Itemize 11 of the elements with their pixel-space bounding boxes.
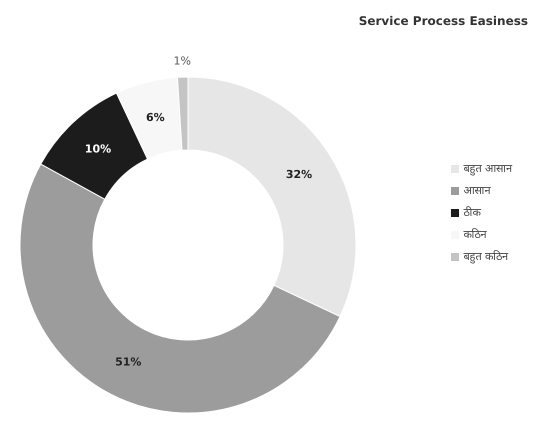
data-label: 51%: [115, 356, 142, 369]
data-label: 32%: [286, 168, 312, 182]
legend-label: बहुत कठिन: [464, 249, 508, 266]
data-label: 10%: [84, 142, 112, 156]
data-label: 1%: [173, 54, 191, 68]
legend-label: ठीक: [464, 205, 480, 221]
legend-label: आसान: [464, 183, 490, 199]
legend-label: बहुत आसान: [464, 161, 512, 178]
legend-label: कठिन: [464, 227, 486, 243]
chart-title: Service Process Easiness: [358, 14, 528, 28]
data-label: 6%: [146, 111, 165, 124]
